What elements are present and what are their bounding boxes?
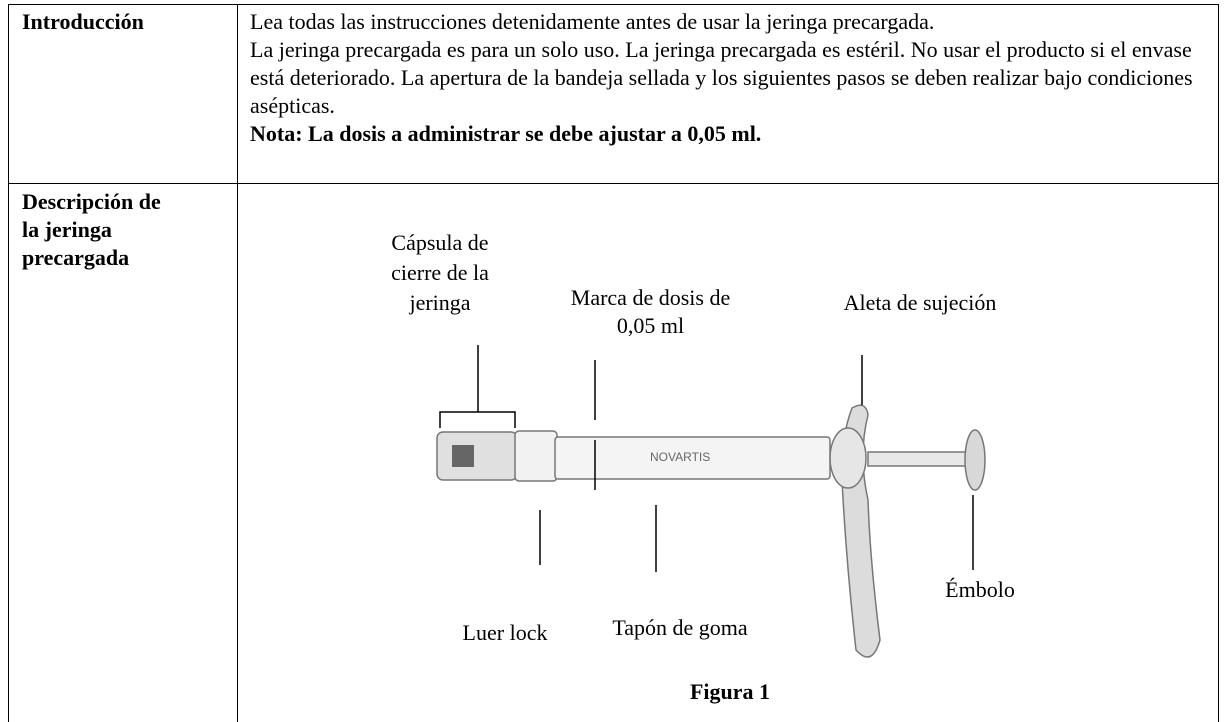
part-label: Cápsula de cierre de la jeringa [391,230,489,315]
paragraph: Lea todas las instrucciones detenidament… [250,9,935,34]
row-label: Descripción de la jeringa precargada [22,189,161,270]
part-label: Luer lock [462,620,548,645]
border [8,183,1219,184]
border [8,4,1219,5]
part-label: Émbolo [945,577,1015,602]
svg-text:NOVARTIS: NOVARTIS [650,450,710,464]
paragraph: La jeringa precargada es para un solo us… [250,37,1193,118]
row-label: Introducción [22,9,144,34]
part-label: Marca de dosis de 0,05 ml [570,285,731,338]
border [8,4,9,722]
border [237,4,238,722]
part-label: Tapón de goma [612,615,748,640]
border [1218,4,1219,722]
part-label: Aleta de sujeción [843,290,997,315]
row-content: Lea todas las instrucciones detenidament… [250,8,1210,148]
figure-caption: Figura 1 [689,679,771,704]
note: Nota: La dosis a administrar se debe aju… [250,121,762,146]
